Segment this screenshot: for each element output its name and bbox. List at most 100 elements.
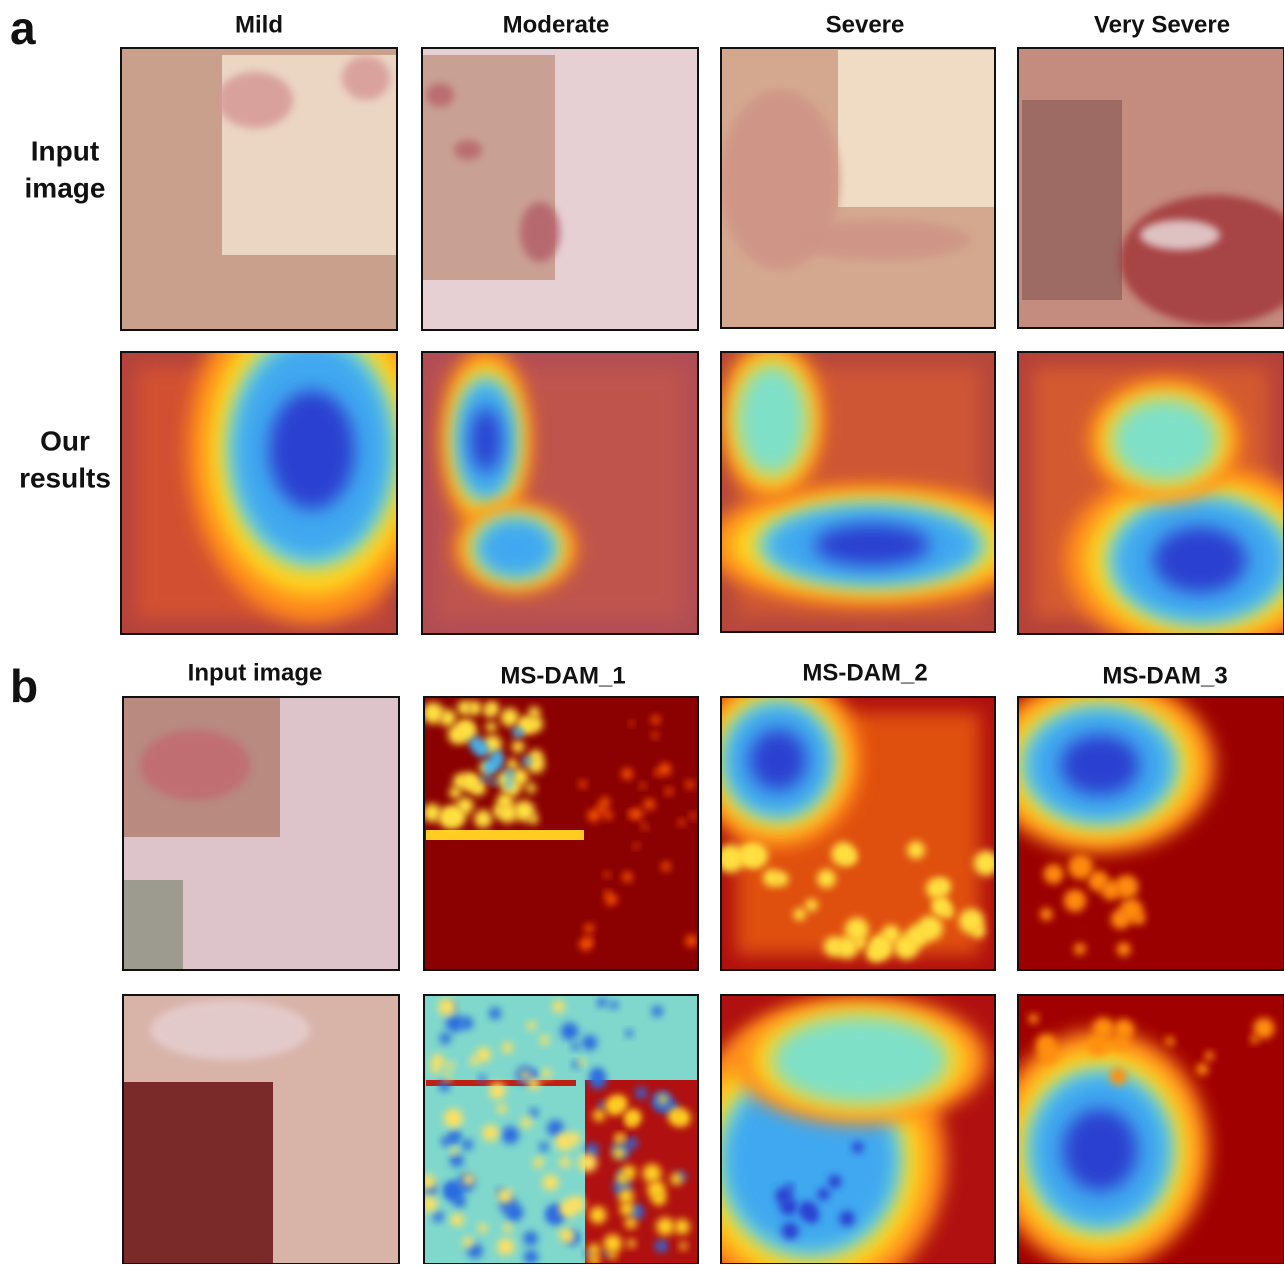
patch [1022,100,1122,300]
activation [478,520,554,576]
activation [560,1157,571,1168]
lesion [1140,220,1220,250]
activation [462,1139,473,1150]
activation [1068,854,1093,879]
activation [503,1223,512,1232]
skin-image [720,48,995,328]
row-label: results [19,462,111,493]
heatmap [985,677,1284,970]
activation [640,783,646,789]
activation [628,811,635,818]
activation [474,810,492,828]
activation [446,1062,454,1070]
activation [1064,889,1087,912]
activation [1039,1045,1058,1064]
activation [641,824,647,830]
activation [450,1147,458,1155]
activation [506,1204,523,1221]
activation [528,707,540,719]
activation [686,935,698,947]
activation [605,893,617,905]
activation [668,1108,685,1125]
activation [513,800,534,821]
column-header: MS-DAM_2 [802,659,927,686]
activation [744,844,768,868]
activation [678,819,685,826]
activation [482,775,489,782]
activation [555,1133,573,1151]
activation [817,1188,829,1200]
lesion [150,1000,310,1060]
activation [775,1187,792,1204]
activation [498,1189,513,1204]
heatmap [991,995,1284,1264]
activation [441,1137,451,1147]
heatmap [421,995,698,1264]
activation [839,1211,855,1227]
activation [523,1231,537,1245]
activation [526,783,536,793]
activation [844,851,857,864]
patch [123,1082,273,1264]
activation [670,1173,682,1185]
activation [627,1137,638,1148]
activation [845,918,869,942]
activation [543,1175,559,1191]
skin-image [123,995,399,1264]
activation [793,908,806,921]
patch [426,830,584,840]
activation [907,841,925,859]
activation [782,1222,799,1239]
activation [520,1070,529,1079]
activation [1250,1035,1258,1043]
panel-label: a [10,2,36,54]
activation [553,1000,565,1012]
activation [737,365,807,475]
activation [501,1126,519,1144]
activation [852,1142,863,1153]
activation [1112,398,1218,482]
activation [1205,1051,1214,1060]
activation [906,925,929,948]
activation [635,1087,646,1098]
heatmap [695,672,999,970]
activation [613,1147,626,1160]
activation [478,1075,486,1083]
activation [1115,875,1139,899]
activation [655,1240,667,1252]
activation [763,869,781,887]
panel-label: b [10,660,38,712]
activation [448,725,467,744]
column-header: Input image [188,659,323,686]
activation [805,899,818,912]
activation [627,1239,636,1248]
patch [123,880,183,970]
activation [600,797,610,807]
activation [589,1072,606,1089]
lesion [342,56,390,100]
activation [604,872,610,878]
patch [838,50,995,207]
column-header: MS-DAM_3 [1102,662,1227,689]
activation [1074,943,1086,955]
activation [620,1202,634,1216]
activation [423,804,442,823]
activation [805,1210,818,1223]
activation [446,1014,464,1032]
row-label: image [25,172,106,203]
activation [625,1217,637,1229]
activation [489,1083,506,1100]
activation [463,1237,474,1248]
activation [1196,1063,1208,1075]
activation [540,1035,550,1045]
activation [478,1223,488,1233]
activation [565,1234,573,1242]
activation [528,717,543,732]
activation [486,721,497,732]
activation [500,708,519,727]
activation [444,1072,452,1080]
activation [527,1021,536,1030]
activation [490,756,502,768]
activation [658,1094,668,1104]
activation [679,1242,687,1250]
